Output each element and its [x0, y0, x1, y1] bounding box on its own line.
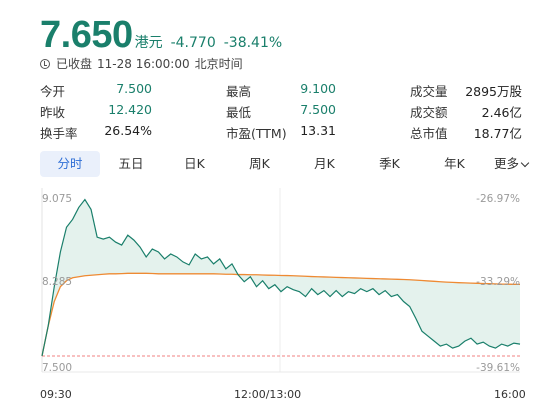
stat-cell: 总市值 18.77亿 — [410, 123, 522, 142]
tab-label: 月K — [314, 156, 335, 171]
tab-label: 周K — [249, 156, 270, 171]
price-avg-fill — [42, 199, 520, 356]
stat-label: 总市值 — [410, 126, 448, 141]
stat-label: 市盈(TTM) — [226, 126, 287, 141]
tab-label: 更多 — [493, 156, 519, 171]
stat-cell: 今开 7.500 — [40, 81, 152, 100]
status-text: 已收盘 — [56, 57, 93, 71]
stat-cell: 成交量 2895万股 — [410, 81, 522, 100]
y-tick-left-top: 9.075 — [42, 193, 73, 205]
tab-period-0[interactable]: 分时 — [40, 151, 100, 177]
stat-label: 今开 — [40, 84, 66, 99]
price-change: -4.770 — [170, 35, 216, 51]
y-tick-right-bottom: -39.61% — [476, 362, 520, 374]
stats-row: 昨收 12.420 最低 7.500 成交额 2.46亿 — [40, 101, 522, 122]
tab-more[interactable]: 更多 — [487, 151, 535, 177]
stat-cell: 最高 9.100 — [226, 81, 336, 100]
stats-row: 今开 7.500 最高 9.100 成交量 2895万股 — [40, 80, 522, 101]
stat-label: 成交额 — [410, 105, 448, 120]
tab-label: 五日 — [118, 156, 144, 171]
status-datetime: 11-28 16:00:00 — [97, 56, 190, 71]
x-tick-open: 09:30 — [40, 388, 72, 401]
tab-label: 年K — [444, 156, 465, 171]
stat-label: 最高 — [226, 84, 252, 99]
tab-period-3[interactable]: 周K — [227, 151, 292, 177]
currency-unit: 港元 — [134, 35, 163, 51]
last-price: 7.650 — [40, 14, 133, 56]
price-change-pct: -38.41% — [223, 35, 283, 51]
tab-period-1[interactable]: 五日 — [100, 151, 162, 177]
stat-value: 9.100 — [300, 81, 336, 96]
stats-grid: 今开 7.500 最高 9.100 成交量 2895万股昨收 12.420 最低 7.500 成交… — [40, 80, 522, 143]
status-timezone: 北京时间 — [194, 57, 243, 71]
series-line-price — [41, 198, 521, 357]
y-tick-left-bottom: 7.500 — [42, 362, 73, 374]
clock-icon — [40, 58, 50, 69]
stat-cell: 市盈(TTM) 13.31 — [226, 123, 336, 142]
stat-value: 7.500 — [300, 102, 336, 117]
stat-value: 18.77亿 — [473, 126, 522, 141]
tab-period-6[interactable]: 年K — [422, 151, 487, 177]
stat-label: 最低 — [226, 105, 252, 120]
price-row: 7.650 港元 -4.770 -38.41% — [40, 14, 282, 57]
series-line-avg — [41, 272, 521, 357]
stat-label: 换手率 — [40, 126, 78, 141]
market-status: 已收盘 11-28 16:00:00 北京时间 — [40, 55, 243, 72]
tab-period-4[interactable]: 月K — [292, 151, 357, 177]
x-tick-midday: 12:00/13:00 — [234, 388, 302, 401]
x-tick-close: 16:00 — [494, 388, 526, 401]
y-tick-right-top: -26.97% — [476, 193, 520, 205]
stats-row: 换手率 26.54% 市盈(TTM) 13.31 总市值 18.77亿 — [40, 122, 522, 143]
y-tick-left-mid: 8.285 — [42, 276, 73, 288]
stat-value: 13.31 — [300, 123, 336, 138]
tab-period-5[interactable]: 季K — [357, 151, 422, 177]
stat-value: 2.46亿 — [481, 105, 522, 120]
stat-value: 7.500 — [116, 81, 152, 96]
tab-period-2[interactable]: 日K — [162, 151, 227, 177]
stat-value: 26.54% — [104, 123, 152, 138]
stat-value: 12.420 — [108, 102, 152, 117]
stat-label: 昨收 — [40, 105, 66, 120]
tab-label: 季K — [379, 156, 400, 171]
tab-label: 日K — [184, 156, 205, 171]
tab-label: 分时 — [57, 156, 83, 171]
stat-cell: 换手率 26.54% — [40, 123, 152, 142]
stat-cell: 最低 7.500 — [226, 102, 336, 121]
stat-cell: 成交额 2.46亿 — [410, 102, 522, 121]
y-tick-right-mid: -33.29% — [476, 276, 520, 288]
stat-label: 成交量 — [410, 84, 448, 99]
period-tabs: 分时 五日 日K 周K 月K 季K 年K 更多 — [40, 151, 535, 177]
stat-cell: 昨收 12.420 — [40, 102, 152, 121]
stat-value: 2895万股 — [465, 84, 522, 99]
